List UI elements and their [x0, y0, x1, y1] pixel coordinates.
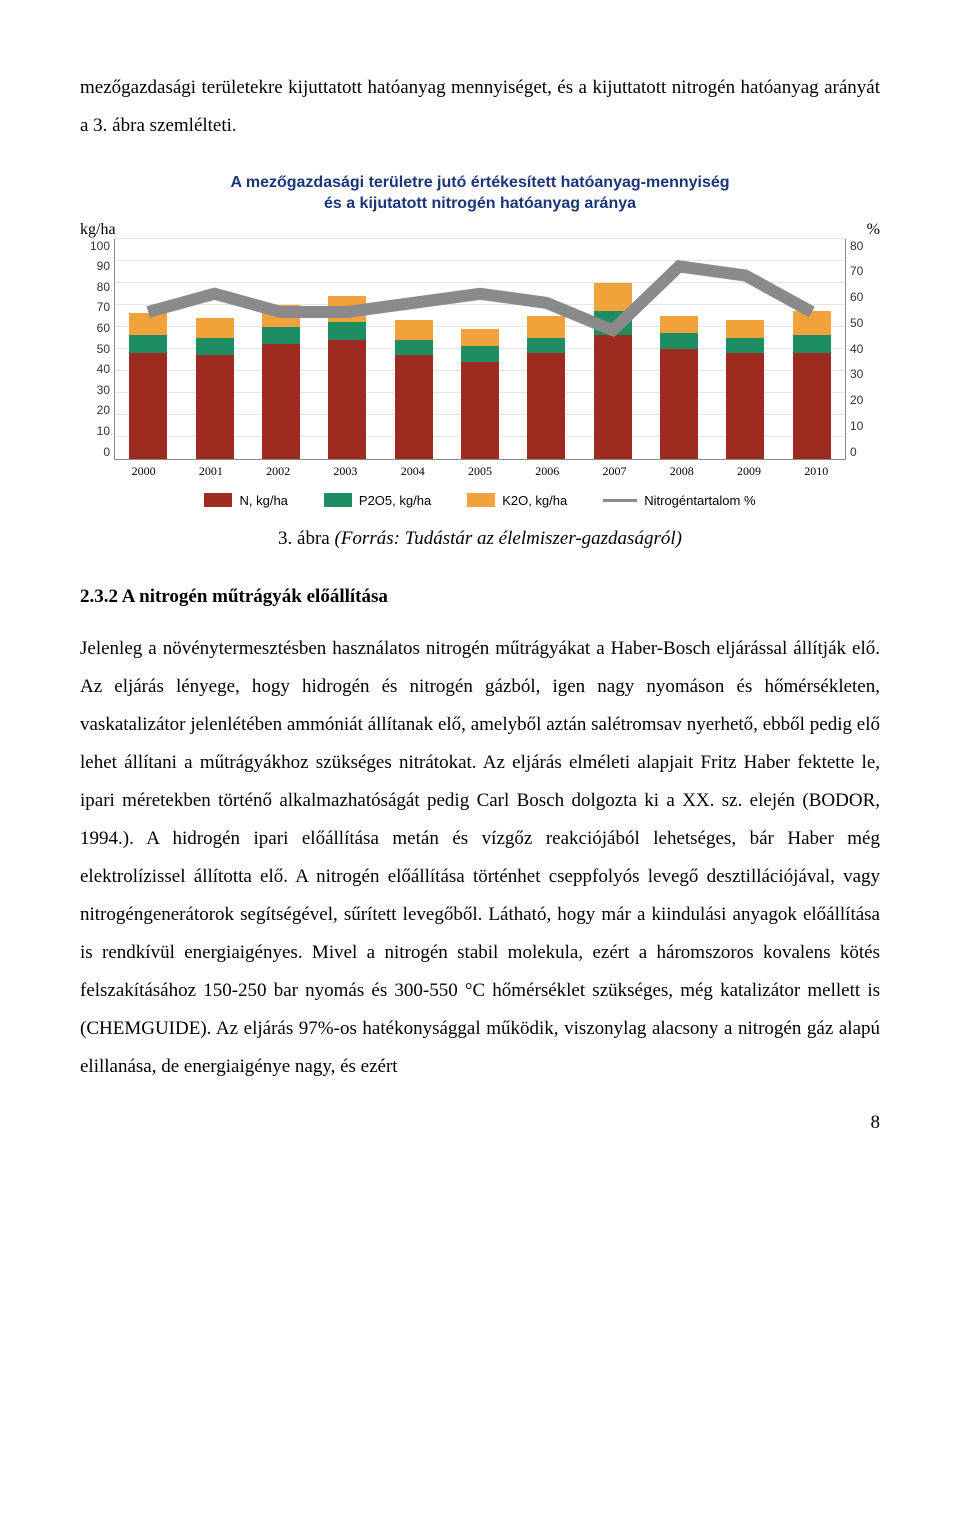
bars-layer	[115, 239, 845, 459]
chart-title-line2: és a kijutatott nitrogén hatóanyag arány…	[324, 195, 636, 212]
y-right-ticks: 80706050403020100	[846, 239, 880, 459]
plot-region	[114, 239, 846, 460]
legend-label: P2O5, kg/ha	[359, 493, 431, 508]
x-axis-ticks: 2000200120022003200420052006200720082009…	[110, 460, 850, 479]
bar-column	[660, 316, 698, 459]
bar-column	[461, 329, 499, 459]
figure-caption: 3. ábra (Forrás: Tudástár az élelmiszer-…	[80, 528, 880, 550]
bar-column	[129, 313, 167, 458]
chart-title-line1: A mezőgazdasági területre jutó értékesít…	[230, 174, 729, 191]
bar-column	[793, 311, 831, 458]
page-number: 8	[80, 1112, 880, 1134]
legend-swatch-icon	[324, 493, 352, 507]
legend-label: N, kg/ha	[239, 493, 287, 508]
bar-column	[726, 320, 764, 459]
legend-item-p2o5: P2O5, kg/ha	[324, 493, 431, 508]
body-paragraph: Jelenleg a növénytermesztésben használat…	[80, 630, 880, 1086]
chart-legend: N, kg/ha P2O5, kg/ha K2O, kg/ha Nitrogén…	[80, 493, 880, 508]
legend-swatch-icon	[467, 493, 495, 507]
figure-source: (Forrás: Tudástár az élelmiszer-gazdaság…	[335, 528, 682, 549]
chart-title: A mezőgazdasági területre jutó értékesít…	[80, 173, 880, 215]
figure-number: 3. ábra	[278, 528, 334, 549]
legend-item-k2o: K2O, kg/ha	[467, 493, 567, 508]
intro-paragraph: mezőgazdasági területekre kijuttatott ha…	[80, 69, 880, 145]
bar-column	[395, 320, 433, 459]
legend-item-n: N, kg/ha	[204, 493, 287, 508]
bar-column	[196, 318, 234, 459]
chart-container: A mezőgazdasági területre jutó értékesít…	[80, 173, 880, 508]
legend-item-line: Nitrogéntartalom %	[603, 493, 755, 508]
y-left-axis-label: kg/ha	[80, 219, 118, 239]
y-right-axis-label: %	[842, 219, 880, 239]
legend-line-icon	[603, 499, 637, 502]
legend-swatch-icon	[204, 493, 232, 507]
legend-label: Nitrogéntartalom %	[644, 493, 755, 508]
legend-label: K2O, kg/ha	[502, 493, 567, 508]
bar-column	[262, 305, 300, 459]
chart-plot-area: 1009080706050403020100 80706050403020100	[80, 239, 880, 460]
section-heading: 2.3.2 A nitrogén műtrágyák előállítása	[80, 586, 880, 608]
bar-column	[328, 296, 366, 459]
bar-column	[594, 283, 632, 459]
y-left-ticks: 1009080706050403020100	[80, 239, 114, 459]
bar-column	[527, 316, 565, 459]
